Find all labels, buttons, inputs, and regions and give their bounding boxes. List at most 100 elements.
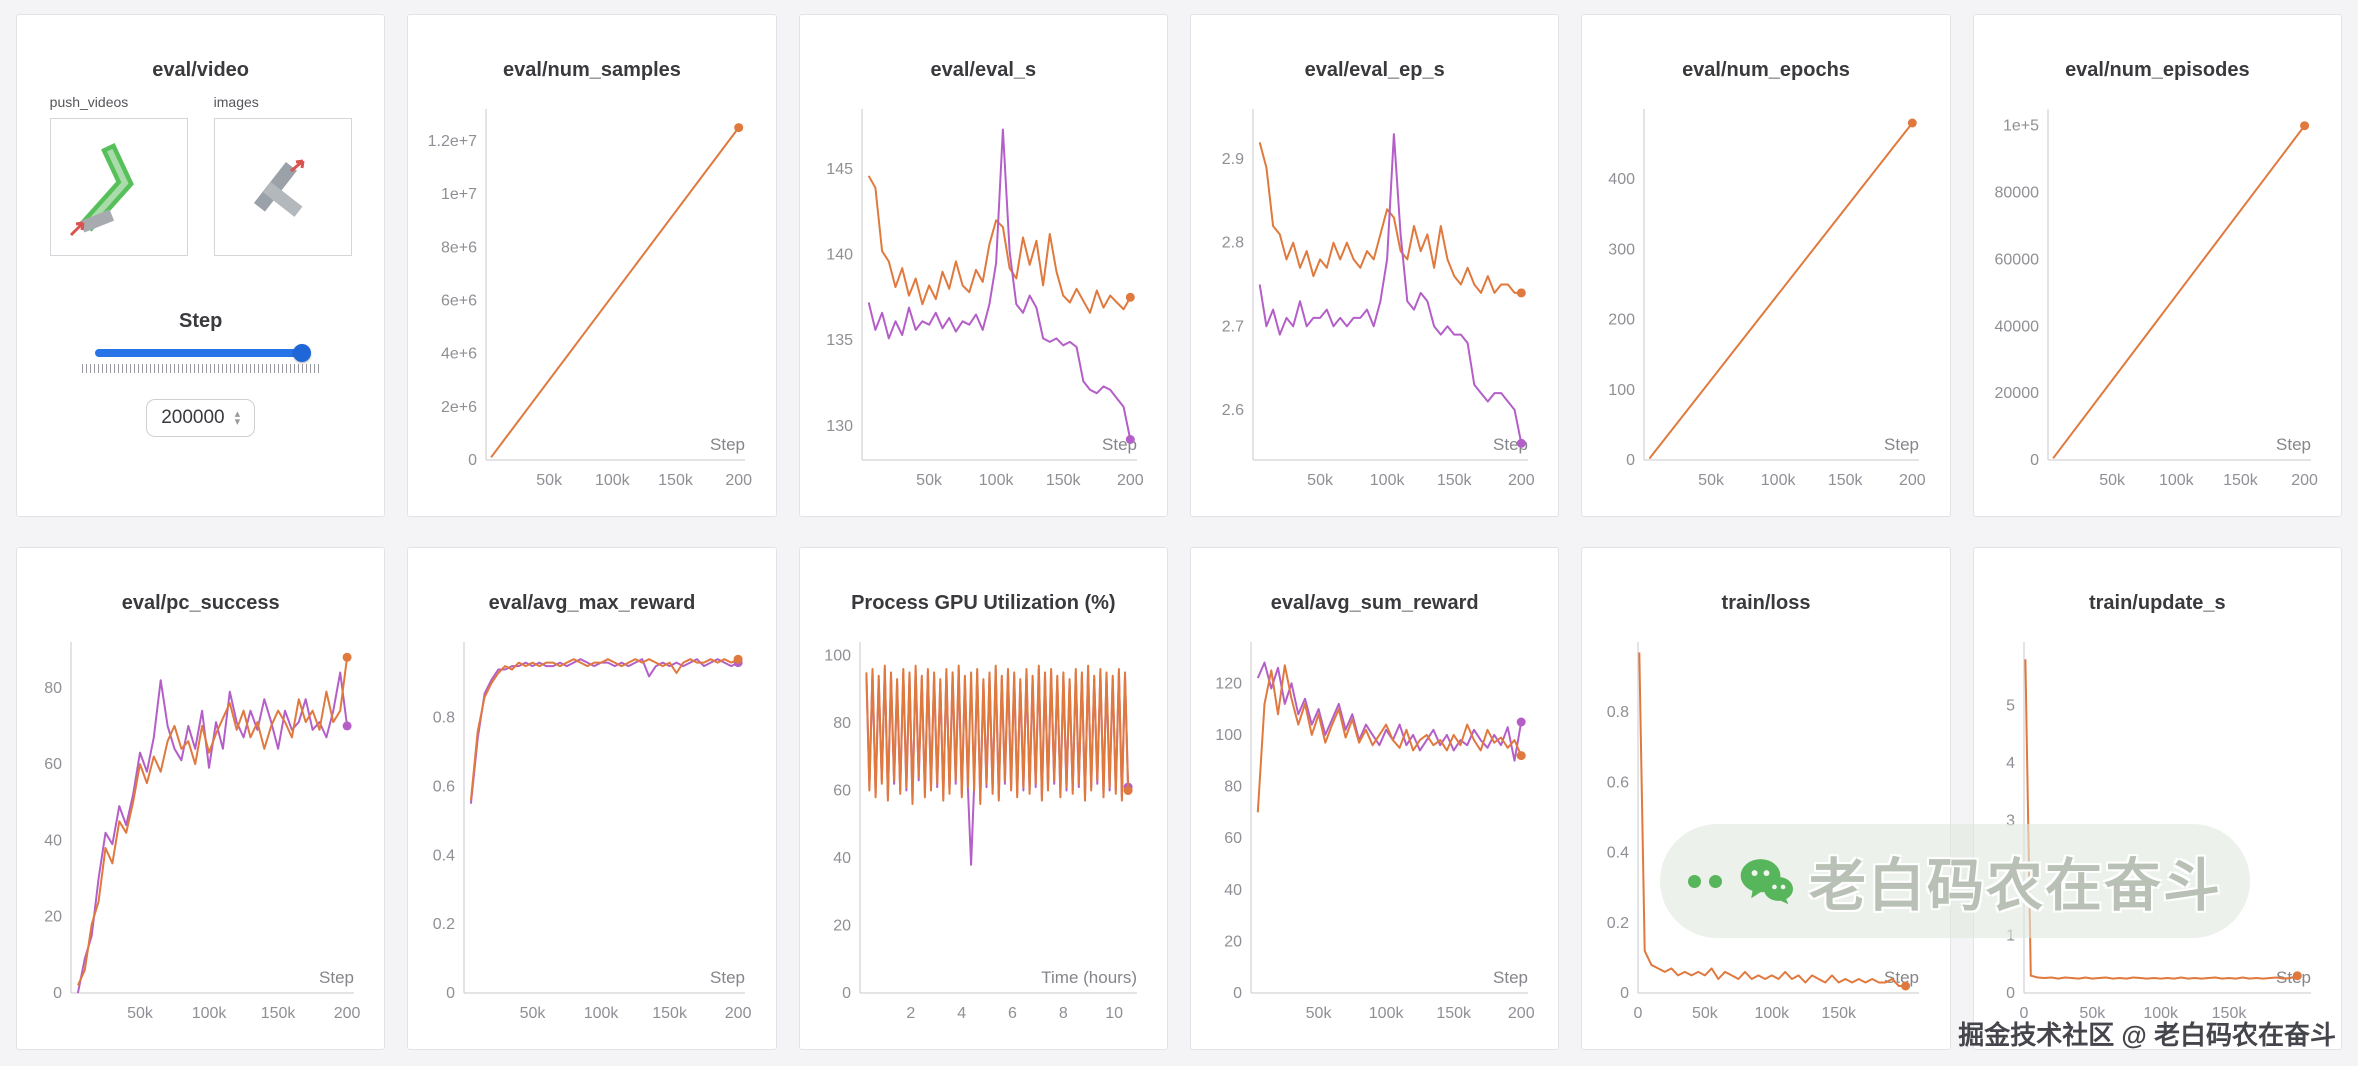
panel-eval-avg-max-reward: eval/avg_max_reward 0 0.2 0.4 0.6 0.8 50k 100k… <box>407 547 777 1050</box>
svg-text:0: 0 <box>1620 985 1629 1002</box>
svg-text:8e+6: 8e+6 <box>441 239 477 256</box>
svg-text:0.8: 0.8 <box>433 710 455 727</box>
chart-area[interactable]: 130 135 140 145 50k 100k 150k 200 Step <box>804 93 1159 508</box>
svg-text:100: 100 <box>824 648 851 665</box>
svg-text:0: 0 <box>53 985 62 1002</box>
svg-text:100k: 100k <box>192 1005 228 1022</box>
panel-eval-eval-s: eval/eval_s 130 135 140 145 50k 100k 150k 200 St… <box>798 14 1168 517</box>
chart-area[interactable]: 0 0.2 0.4 0.6 0.8 0 50k 100k 150k Step <box>1586 626 1941 1041</box>
svg-text:140: 140 <box>826 247 853 264</box>
svg-text:80: 80 <box>44 680 62 697</box>
panel-gpu-utilization: Process GPU Utilization (%) 0 20 40 60 80 100… <box>798 547 1168 1050</box>
chart-area[interactable]: 0 20 40 60 80 100 120 50k 100k 150k 200 Step <box>1195 626 1550 1041</box>
chart-area[interactable]: 0 2e+6 4e+6 6e+6 8e+6 1e+7 1.2e+7 50k 100k 150k 20… <box>412 93 767 508</box>
svg-text:2.6: 2.6 <box>1222 402 1244 419</box>
svg-text:Step: Step <box>1884 435 1919 454</box>
push-videos-thumbnail[interactable] <box>49 118 188 256</box>
chart-canvas[interactable]: 012345050k100k150kStep <box>1978 626 2333 1041</box>
svg-text:50k: 50k <box>537 472 564 489</box>
panel-title: eval/eval_s <box>930 59 1037 81</box>
svg-text:100k: 100k <box>2159 472 2195 489</box>
panel-title: eval/num_samples <box>503 59 681 81</box>
svg-text:40: 40 <box>833 850 851 867</box>
chart-canvas[interactable]: 0 2e+6 4e+6 6e+6 8e+6 1e+7 1.2e+7 50k 100k 150k 20… <box>412 93 767 508</box>
svg-text:0.4: 0.4 <box>1607 845 1629 862</box>
chart-canvas[interactable]: 0 20 40 60 80 50k 100k 150k 200 Step <box>21 626 376 1041</box>
svg-text:Step: Step <box>1884 968 1919 987</box>
step-slider-knob[interactable] <box>292 344 311 362</box>
svg-text:20000: 20000 <box>1994 385 2039 402</box>
svg-text:400: 400 <box>1609 171 1636 188</box>
chart-canvas[interactable]: 0 20 40 60 80 100 2 4 6 8 10 Time (hours) <box>804 626 1159 1041</box>
svg-text:Time (hours): Time (hours) <box>1041 968 1137 987</box>
chart-area[interactable]: 0 0.2 0.4 0.6 0.8 50k 100k 150k 200 Step <box>412 626 767 1041</box>
chart-canvas[interactable]: 0 0.2 0.4 0.6 0.8 0 50k 100k 150k Step <box>1586 626 1941 1041</box>
svg-text:2.8: 2.8 <box>1222 235 1244 252</box>
chart-area[interactable]: 0 20 40 60 80 100 2 4 6 8 10 Time (hours) <box>804 626 1159 1041</box>
step-slider-track[interactable] <box>94 344 311 362</box>
panel-eval-num-epochs: eval/num_epochs 0 100 200 300 400 50k 100k 150k… <box>1581 14 1951 517</box>
panel-eval-num-samples: eval/num_samples 0 2e+6 4e+6 6e+6 8e+6 1e+7 1.… <box>407 14 777 517</box>
stepper-down-icon[interactable]: ▾ <box>234 416 241 428</box>
chart-area[interactable]: 0 100 200 300 400 50k 100k 150k 200 Step <box>1586 93 1941 508</box>
svg-text:100k: 100k <box>1755 1005 1791 1022</box>
chart-canvas[interactable]: 0 100 200 300 400 50k 100k 150k 200 Step <box>1586 93 1941 508</box>
svg-text:50k: 50k <box>1692 1005 1719 1022</box>
svg-text:100: 100 <box>1215 727 1242 744</box>
svg-text:150k: 150k <box>2211 1005 2247 1022</box>
svg-text:5: 5 <box>2006 697 2015 714</box>
svg-text:200: 200 <box>725 1005 752 1022</box>
svg-text:0.4: 0.4 <box>433 847 455 864</box>
svg-text:4: 4 <box>957 1005 966 1022</box>
svg-text:120: 120 <box>1215 675 1242 692</box>
svg-text:80: 80 <box>833 715 851 732</box>
stepper-arrows[interactable]: ▴ ▾ <box>234 408 241 428</box>
chart-area[interactable]: 012345050k100k150kStep <box>1978 626 2333 1041</box>
media-item-push-videos: push_videos <box>49 94 188 256</box>
panel-eval-num-episodes: eval/num_episodes 0 20000 40000 60000 80000 1… <box>1972 14 2342 517</box>
svg-text:200: 200 <box>1508 1005 1535 1022</box>
svg-text:60: 60 <box>1224 830 1242 847</box>
svg-text:80: 80 <box>1224 779 1242 796</box>
svg-text:50k: 50k <box>127 1005 154 1022</box>
chart-area[interactable]: 2.6 2.7 2.8 2.9 50k 100k 150k 200 Step <box>1195 93 1550 508</box>
chart-canvas[interactable]: 0 20 40 60 80 100 120 50k 100k 150k 200 Step <box>1195 626 1550 1041</box>
chart-canvas[interactable]: 0 0.2 0.4 0.6 0.8 50k 100k 150k 200 Step <box>412 626 767 1041</box>
svg-text:10: 10 <box>1105 1005 1123 1022</box>
svg-text:50k: 50k <box>916 472 943 489</box>
panel-eval-eval-ep-s: eval/eval_ep_s 2.6 2.7 2.8 2.9 50k 100k 150k 20… <box>1190 14 1560 517</box>
chart-area[interactable]: 0 20000 40000 60000 80000 1e+5 50k 100k 150k 200 S… <box>1978 93 2333 508</box>
svg-text:150k: 150k <box>2223 472 2259 489</box>
step-value-stepper[interactable]: 200000 ▴ ▾ <box>146 399 256 437</box>
svg-text:2.7: 2.7 <box>1222 318 1244 335</box>
svg-text:0: 0 <box>2019 1005 2028 1022</box>
chart-canvas[interactable]: 0 20000 40000 60000 80000 1e+5 50k 100k 150k 200 S… <box>1978 93 2333 508</box>
svg-text:2: 2 <box>2006 870 2015 887</box>
panel-eval-pc-success: eval/pc_success 0 20 40 60 80 50k 100k 150k 200 S… <box>16 547 386 1050</box>
svg-text:200: 200 <box>2291 472 2318 489</box>
svg-text:0: 0 <box>1233 985 1242 1002</box>
svg-text:40000: 40000 <box>1994 318 2039 335</box>
svg-text:100k: 100k <box>1370 472 1406 489</box>
stepper-up-icon[interactable]: ▴ <box>234 408 241 420</box>
svg-text:6e+6: 6e+6 <box>441 292 477 309</box>
svg-text:200: 200 <box>1899 472 1926 489</box>
svg-text:Step: Step <box>319 968 354 987</box>
svg-text:40: 40 <box>1224 882 1242 899</box>
media-item-images: images <box>213 94 352 256</box>
panel-title: train/update_s <box>2088 592 2226 614</box>
panel-train-update-s: train/update_s 012345050k100k150kStep <box>1972 547 2342 1050</box>
svg-text:100k: 100k <box>2143 1005 2179 1022</box>
images-thumbnail[interactable] <box>213 118 352 256</box>
push-videos-thumbnail-image <box>69 143 134 237</box>
svg-text:200: 200 <box>1508 472 1535 489</box>
svg-text:1e+7: 1e+7 <box>441 186 477 203</box>
chart-area[interactable]: 0 20 40 60 80 50k 100k 150k 200 Step <box>21 626 376 1041</box>
svg-text:2.9: 2.9 <box>1222 151 1244 168</box>
svg-text:0: 0 <box>2006 985 2015 1002</box>
svg-text:50k: 50k <box>520 1005 547 1022</box>
step-slider-ruler <box>81 364 320 373</box>
svg-text:20: 20 <box>833 918 851 935</box>
